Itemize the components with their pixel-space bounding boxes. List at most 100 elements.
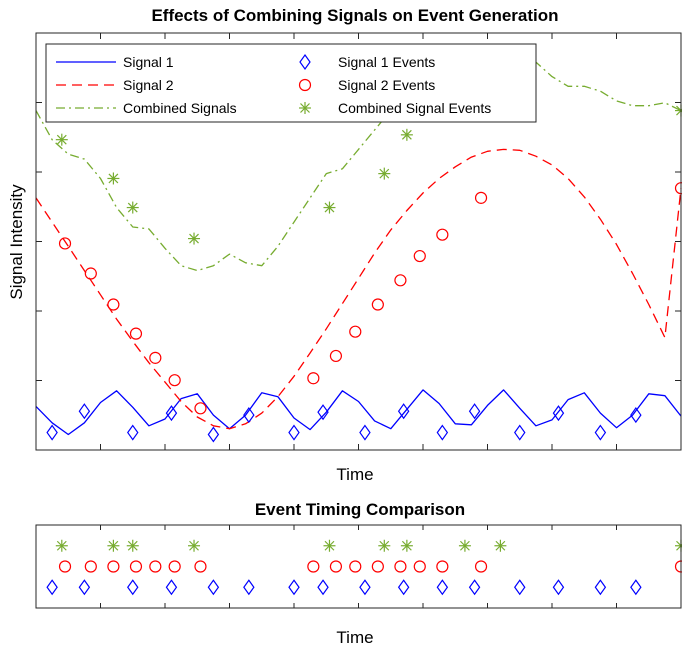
event-marker-circle	[436, 228, 449, 241]
legend-entry-signal2-events: Signal 2 Events	[298, 77, 435, 93]
timing-marker-diamond	[436, 579, 449, 596]
legend-label-signal1: Signal 1	[123, 54, 174, 70]
legend-entry-combined: Combined Signals	[56, 100, 237, 116]
legend: Signal 1 Signal 2 Combined Signals Signa…	[45, 43, 537, 123]
event-marker-star	[188, 232, 201, 245]
series-line-2	[35, 148, 682, 430]
timing-marker-circle	[436, 560, 449, 573]
timing-marker-circle	[129, 560, 143, 573]
event-marker-star	[55, 133, 68, 146]
timing-marker-diamond	[594, 579, 607, 596]
timing-marker-circle	[474, 560, 488, 573]
event-marker-circle	[58, 237, 72, 250]
timing-plot-area	[46, 539, 682, 596]
timing-marker-circle	[58, 560, 72, 573]
timing-marker-circle	[84, 560, 97, 573]
timing-marker-star	[458, 539, 471, 552]
event-marker-circle	[194, 402, 207, 415]
event-marker-diamond	[317, 404, 329, 421]
timing-chart-title: Event Timing Comparison	[255, 500, 465, 519]
event-marker-circle	[129, 327, 143, 340]
legend-box	[45, 43, 537, 123]
event-marker-circle	[329, 349, 343, 363]
event-marker-star	[323, 201, 336, 214]
timing-marker-diamond	[288, 579, 300, 596]
timing-x-axis-label: Time	[336, 628, 373, 647]
event-marker-diamond	[359, 424, 371, 441]
legend-label-combined-events: Combined Signal Events	[338, 100, 491, 116]
timing-chart: Event Timing Comparison Time	[35, 500, 682, 647]
timing-marker-star	[188, 539, 201, 552]
timing-marker-circle	[329, 560, 343, 573]
timing-marker-diamond	[46, 579, 58, 596]
event-marker-circle	[474, 191, 488, 204]
timing-marker-star	[126, 539, 139, 552]
main-y-axis-label: Signal Intensity	[7, 184, 26, 300]
event-marker-star	[378, 167, 391, 180]
timing-marker-circle	[194, 560, 207, 573]
event-marker-diamond	[127, 424, 139, 441]
event-marker-diamond	[436, 424, 449, 441]
timing-marker-star	[107, 539, 120, 552]
event-marker-diamond	[78, 403, 91, 420]
legend-label-signal2-events: Signal 2 Events	[338, 77, 435, 93]
event-marker-circle	[371, 298, 384, 311]
event-marker-circle	[149, 351, 162, 364]
timing-marker-diamond	[317, 579, 329, 596]
event-marker-diamond	[630, 407, 642, 424]
legend-entry-signal2: Signal 2	[56, 77, 174, 93]
event-marker-diamond	[594, 424, 607, 441]
timing-marker-star	[378, 539, 391, 552]
legend-entry-combined-events: Combined Signal Events	[299, 100, 491, 116]
event-marker-star	[126, 201, 139, 214]
timing-marker-star	[400, 539, 413, 552]
event-marker-star	[107, 172, 120, 185]
timing-marker-diamond	[514, 579, 526, 596]
timing-marker-circle	[349, 560, 362, 573]
main-x-axis-label: Time	[336, 465, 373, 484]
event-marker-star	[400, 128, 413, 141]
event-marker-circle	[349, 325, 362, 338]
timing-marker-star	[323, 539, 336, 552]
event-marker-diamond	[552, 405, 565, 422]
timing-marker-diamond	[243, 579, 255, 596]
series-line-1	[35, 389, 682, 436]
timing-marker-circle	[107, 560, 120, 573]
main-axis-ticks	[36, 33, 681, 450]
legend-marker-diamond-icon	[299, 53, 311, 71]
main-plot-area	[35, 49, 682, 443]
timing-axis-ticks	[100, 525, 617, 608]
timing-marker-diamond	[78, 579, 91, 596]
timing-marker-circle	[307, 560, 320, 573]
timing-marker-diamond	[165, 579, 178, 596]
event-marker-circle	[107, 298, 120, 311]
timing-marker-circle	[149, 560, 162, 573]
event-marker-diamond	[288, 424, 300, 441]
timing-marker-diamond	[468, 579, 481, 596]
timing-marker-diamond	[552, 579, 565, 596]
timing-marker-diamond	[127, 579, 139, 596]
event-marker-circle	[168, 374, 181, 387]
timing-marker-circle	[371, 560, 384, 573]
timing-marker-diamond	[207, 579, 220, 596]
timing-marker-diamond	[630, 579, 642, 596]
main-axes-frame	[35, 32, 682, 451]
legend-marker-circle-icon	[298, 78, 312, 92]
main-chart-title: Effects of Combining Signals on Event Ge…	[151, 6, 558, 25]
timing-marker-circle	[394, 560, 407, 573]
timing-marker-star	[494, 539, 507, 552]
timing-marker-circle	[413, 560, 426, 573]
event-marker-diamond	[514, 424, 526, 441]
event-marker-diamond	[46, 424, 58, 441]
timing-marker-diamond	[397, 579, 410, 596]
event-marker-diamond	[165, 405, 178, 422]
event-marker-circle	[413, 249, 426, 263]
event-marker-diamond	[468, 403, 481, 420]
event-marker-diamond	[207, 426, 220, 443]
event-marker-diamond	[397, 403, 410, 420]
legend-label-signal2: Signal 2	[123, 77, 174, 93]
legend-entry-signal1-events: Signal 1 Events	[299, 53, 435, 71]
timing-marker-star	[55, 539, 68, 552]
timing-marker-diamond	[359, 579, 371, 596]
